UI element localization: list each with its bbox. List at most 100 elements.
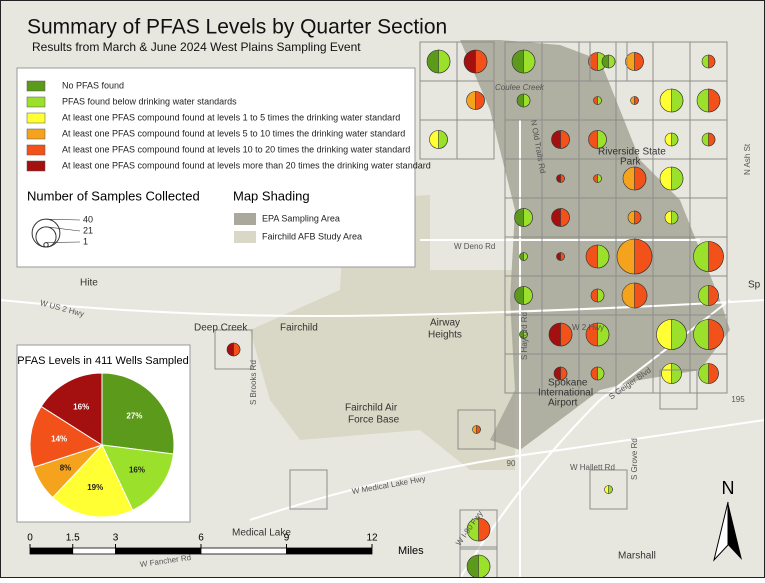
place-label: Airport [548, 398, 578, 409]
sample-size-label: 40 [83, 214, 93, 224]
scale-segment [200, 547, 287, 555]
sample-pie-slice [560, 366, 568, 381]
sample-pie-slice [560, 130, 570, 149]
sample-pie-slice [671, 166, 684, 191]
place-label: Fairchild [280, 323, 318, 334]
place-label: International [538, 388, 593, 399]
subtitle: Results from March & June 2024 West Plai… [32, 40, 361, 54]
place-label: Park [620, 157, 642, 168]
place-label: Heights [428, 330, 462, 341]
place-label: Sp [748, 280, 761, 291]
scale-label: 0 [27, 533, 33, 544]
road-line [0, 299, 765, 317]
road-label: S Grove Rd [630, 438, 639, 480]
north-label: N [722, 478, 735, 498]
pie-label: 27% [126, 412, 142, 421]
sample-pie-slice [523, 286, 533, 305]
place-label: Deep Creek [194, 323, 248, 334]
sample-pie-slice [708, 88, 721, 113]
sample-pie-slice [560, 252, 565, 261]
pie-label: 16% [129, 466, 145, 475]
section [459, 546, 498, 583]
legend-swatch [26, 160, 46, 172]
sample-pie-slice [634, 238, 653, 275]
sample-size-leader [45, 241, 81, 243]
sample-pie-slice [634, 166, 647, 191]
section [589, 469, 628, 510]
road-label: Coulee Creek [495, 83, 545, 92]
pie-label: 8% [60, 463, 72, 472]
legend-swatch [26, 144, 46, 156]
shading-swatch [234, 231, 256, 243]
sample-pie-slice [671, 363, 682, 384]
scale-segment [286, 547, 373, 555]
samples-title: Number of Samples Collected [27, 188, 200, 203]
sample-pie-slice [708, 319, 724, 350]
sample-pie-slice [438, 130, 448, 149]
road-label: 195 [731, 395, 745, 404]
scale-segment [29, 547, 74, 555]
sample-pie-slice [708, 285, 719, 306]
legend-label: At least one PFAS compound found at leve… [62, 144, 410, 154]
sample-pie-slice [523, 93, 531, 108]
sample-pie-slice [608, 485, 613, 494]
shading-title: Map Shading [233, 188, 310, 203]
sample-pie-slice [475, 49, 488, 74]
sample-pie-slice [523, 252, 528, 261]
pie-inset: PFAS Levels in 411 Wells Sampled 27% 16% 1… [16, 344, 191, 523]
sample-pie-slice [560, 322, 573, 347]
north-arrow-left [713, 501, 729, 562]
shading-swatch [234, 213, 256, 225]
place-label: Riverside State [598, 147, 666, 158]
legend-label: At least one PFAS compound found at leve… [62, 128, 405, 138]
section [459, 509, 498, 550]
place-label: Medical Lake [232, 528, 291, 539]
sample-pie-slice [523, 208, 533, 227]
pie-label: 14% [51, 435, 67, 444]
sample-pie-slice [597, 322, 610, 347]
scale-label: 1.5 [66, 533, 80, 544]
scale-label: 6 [198, 533, 204, 544]
pie-slice [101, 372, 175, 455]
sample-pie-slice [708, 241, 724, 272]
section [659, 369, 698, 410]
sample-size-leader [45, 218, 81, 221]
sample-pie-slice [475, 91, 485, 110]
sample-pie-slice [438, 49, 451, 74]
place-label: Force Base [348, 415, 400, 426]
sections [214, 41, 728, 583]
road-label: W Hallett Rd [570, 463, 615, 472]
sample-pie-slice [523, 330, 528, 339]
place-label: Fairchild Air [345, 403, 398, 414]
road-label: W Deno Rd [454, 242, 495, 251]
sample-pie-slice [671, 132, 679, 147]
pie-slice [40, 372, 103, 446]
road-label: S Brooks Rd [249, 360, 258, 405]
section [589, 41, 628, 82]
place-label: Marshall [618, 551, 656, 562]
road-label: W 2 Hwy [572, 323, 604, 332]
sample-pie-slice [597, 366, 605, 381]
roads [0, 120, 765, 579]
sample-pie-slice [708, 54, 716, 69]
sample-pie-slice [634, 282, 648, 309]
legend-swatch [26, 112, 46, 124]
sample-pie-slice [608, 54, 616, 69]
pie-label: 19% [87, 483, 103, 492]
sample-pie-slice [708, 132, 716, 147]
sample-pie-slice [597, 174, 602, 183]
sample-pie-slice [476, 425, 481, 434]
place-label: Hite [80, 278, 98, 289]
sample-pie-slice [597, 96, 602, 105]
scale-segment [72, 547, 116, 555]
legend: Number of Samples Collected Map Shading … [16, 67, 431, 268]
section [457, 409, 496, 450]
pie-slice [52, 444, 134, 518]
road-label: N Ash St [743, 143, 752, 175]
legend-label: PFAS found below drinking water standard… [62, 96, 237, 106]
place-label: Spokane [548, 378, 588, 389]
road-line [249, 419, 765, 521]
sample-pie-slice [478, 517, 491, 542]
sample-size-leader [45, 226, 81, 232]
title: Summary of PFAS Levels by Quarter Sectio… [27, 16, 447, 39]
